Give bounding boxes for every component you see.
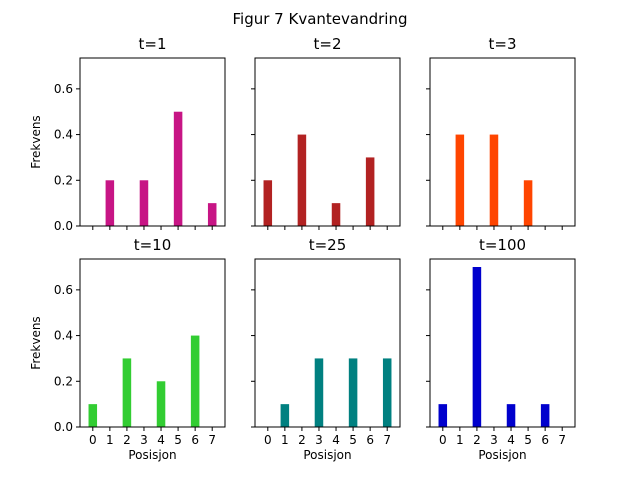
subplot: 0 1 2 3 4 5 6 7 t=25 Posisjon: [251, 236, 401, 462]
bar: [331, 203, 341, 226]
bar: [139, 180, 149, 226]
x-tick-label: 3: [140, 433, 148, 447]
bar: [207, 203, 217, 226]
subplot: t=3: [426, 35, 576, 230]
x-tick-label: 6: [191, 433, 199, 447]
subplot: 0.0 0.2 0.4 0.6 t=1 Frekvens: [29, 35, 226, 233]
x-tick-label: 1: [106, 433, 114, 447]
x-tick-label: 6: [366, 433, 374, 447]
y-tick-label: 0.6: [54, 82, 73, 96]
bar: [472, 267, 482, 427]
y-tick-label: 0.2: [54, 374, 73, 388]
x-tick-label: 7: [383, 433, 391, 447]
bar: [489, 134, 499, 226]
figure-title: Figur 7 Kvantevandring: [233, 10, 408, 28]
x-tick-label: 6: [541, 433, 549, 447]
axes-frame: [429, 258, 576, 428]
x-tick-label: 7: [558, 433, 566, 447]
x-axis-label: Posisjon: [128, 448, 176, 462]
y-tick-label: 0.4: [54, 329, 73, 343]
x-tick-label: 3: [315, 433, 323, 447]
x-tick-label: 1: [281, 433, 289, 447]
bar: [88, 404, 98, 427]
bar: [506, 404, 516, 427]
subplot: t=2: [251, 35, 401, 230]
y-tick-label: 0.0: [54, 219, 73, 233]
bar: [455, 134, 465, 226]
subplot-title: t=100: [479, 236, 526, 254]
subplot-title: t=25: [309, 236, 347, 254]
bar: [105, 180, 115, 226]
bar: [314, 358, 324, 427]
bar: [297, 134, 307, 226]
bar: [173, 111, 183, 226]
bar: [190, 335, 200, 427]
bar: [156, 381, 166, 427]
bar: [280, 404, 290, 427]
axes-frame: [79, 57, 226, 227]
axes-frame: [254, 258, 401, 428]
x-axis-label: Posisjon: [303, 448, 351, 462]
subplot: 0 1 2 3 4 5 6 7 0.0 0.2 0.4 0.6 t=10 Posisjon Frekvens: [29, 236, 226, 462]
axes-frame: [254, 57, 401, 227]
x-tick-label: 0: [89, 433, 97, 447]
x-tick-label: 4: [157, 433, 165, 447]
y-tick-label: 0.0: [54, 420, 73, 434]
bar: [523, 180, 533, 226]
bar: [540, 404, 550, 427]
x-tick-label: 4: [507, 433, 515, 447]
y-tick-label: 0.2: [54, 173, 73, 187]
axes-frame: [429, 57, 576, 227]
x-tick-label: 0: [439, 433, 447, 447]
bar: [438, 404, 448, 427]
x-tick-label: 5: [174, 433, 182, 447]
x-tick-label: 2: [298, 433, 306, 447]
bar: [382, 358, 392, 427]
x-tick-label: 5: [524, 433, 532, 447]
bar: [263, 180, 273, 226]
x-tick-label: 4: [332, 433, 340, 447]
bar: [122, 358, 132, 427]
bar: [348, 358, 358, 427]
x-tick-label: 2: [123, 433, 131, 447]
subplot-title: t=10: [134, 236, 172, 254]
x-tick-label: 5: [349, 433, 357, 447]
y-tick-label: 0.4: [54, 128, 73, 142]
subplot-title: t=1: [139, 35, 167, 53]
subplot-title: t=3: [489, 35, 517, 53]
subplot-title: t=2: [314, 35, 342, 53]
x-tick-label: 1: [456, 433, 464, 447]
y-tick-label: 0.6: [54, 283, 73, 297]
x-axis-label: Posisjon: [478, 448, 526, 462]
axes-frame: [79, 258, 226, 428]
subplot: 0 1 2 3 4 5 6 7 t=100 Posisjon: [426, 236, 576, 462]
bar: [365, 157, 375, 226]
y-axis-label: Frekvens: [29, 115, 43, 168]
x-tick-label: 7: [208, 433, 216, 447]
y-axis-label: Frekvens: [29, 316, 43, 369]
x-tick-label: 3: [490, 433, 498, 447]
x-tick-label: 2: [473, 433, 481, 447]
x-tick-label: 0: [264, 433, 272, 447]
